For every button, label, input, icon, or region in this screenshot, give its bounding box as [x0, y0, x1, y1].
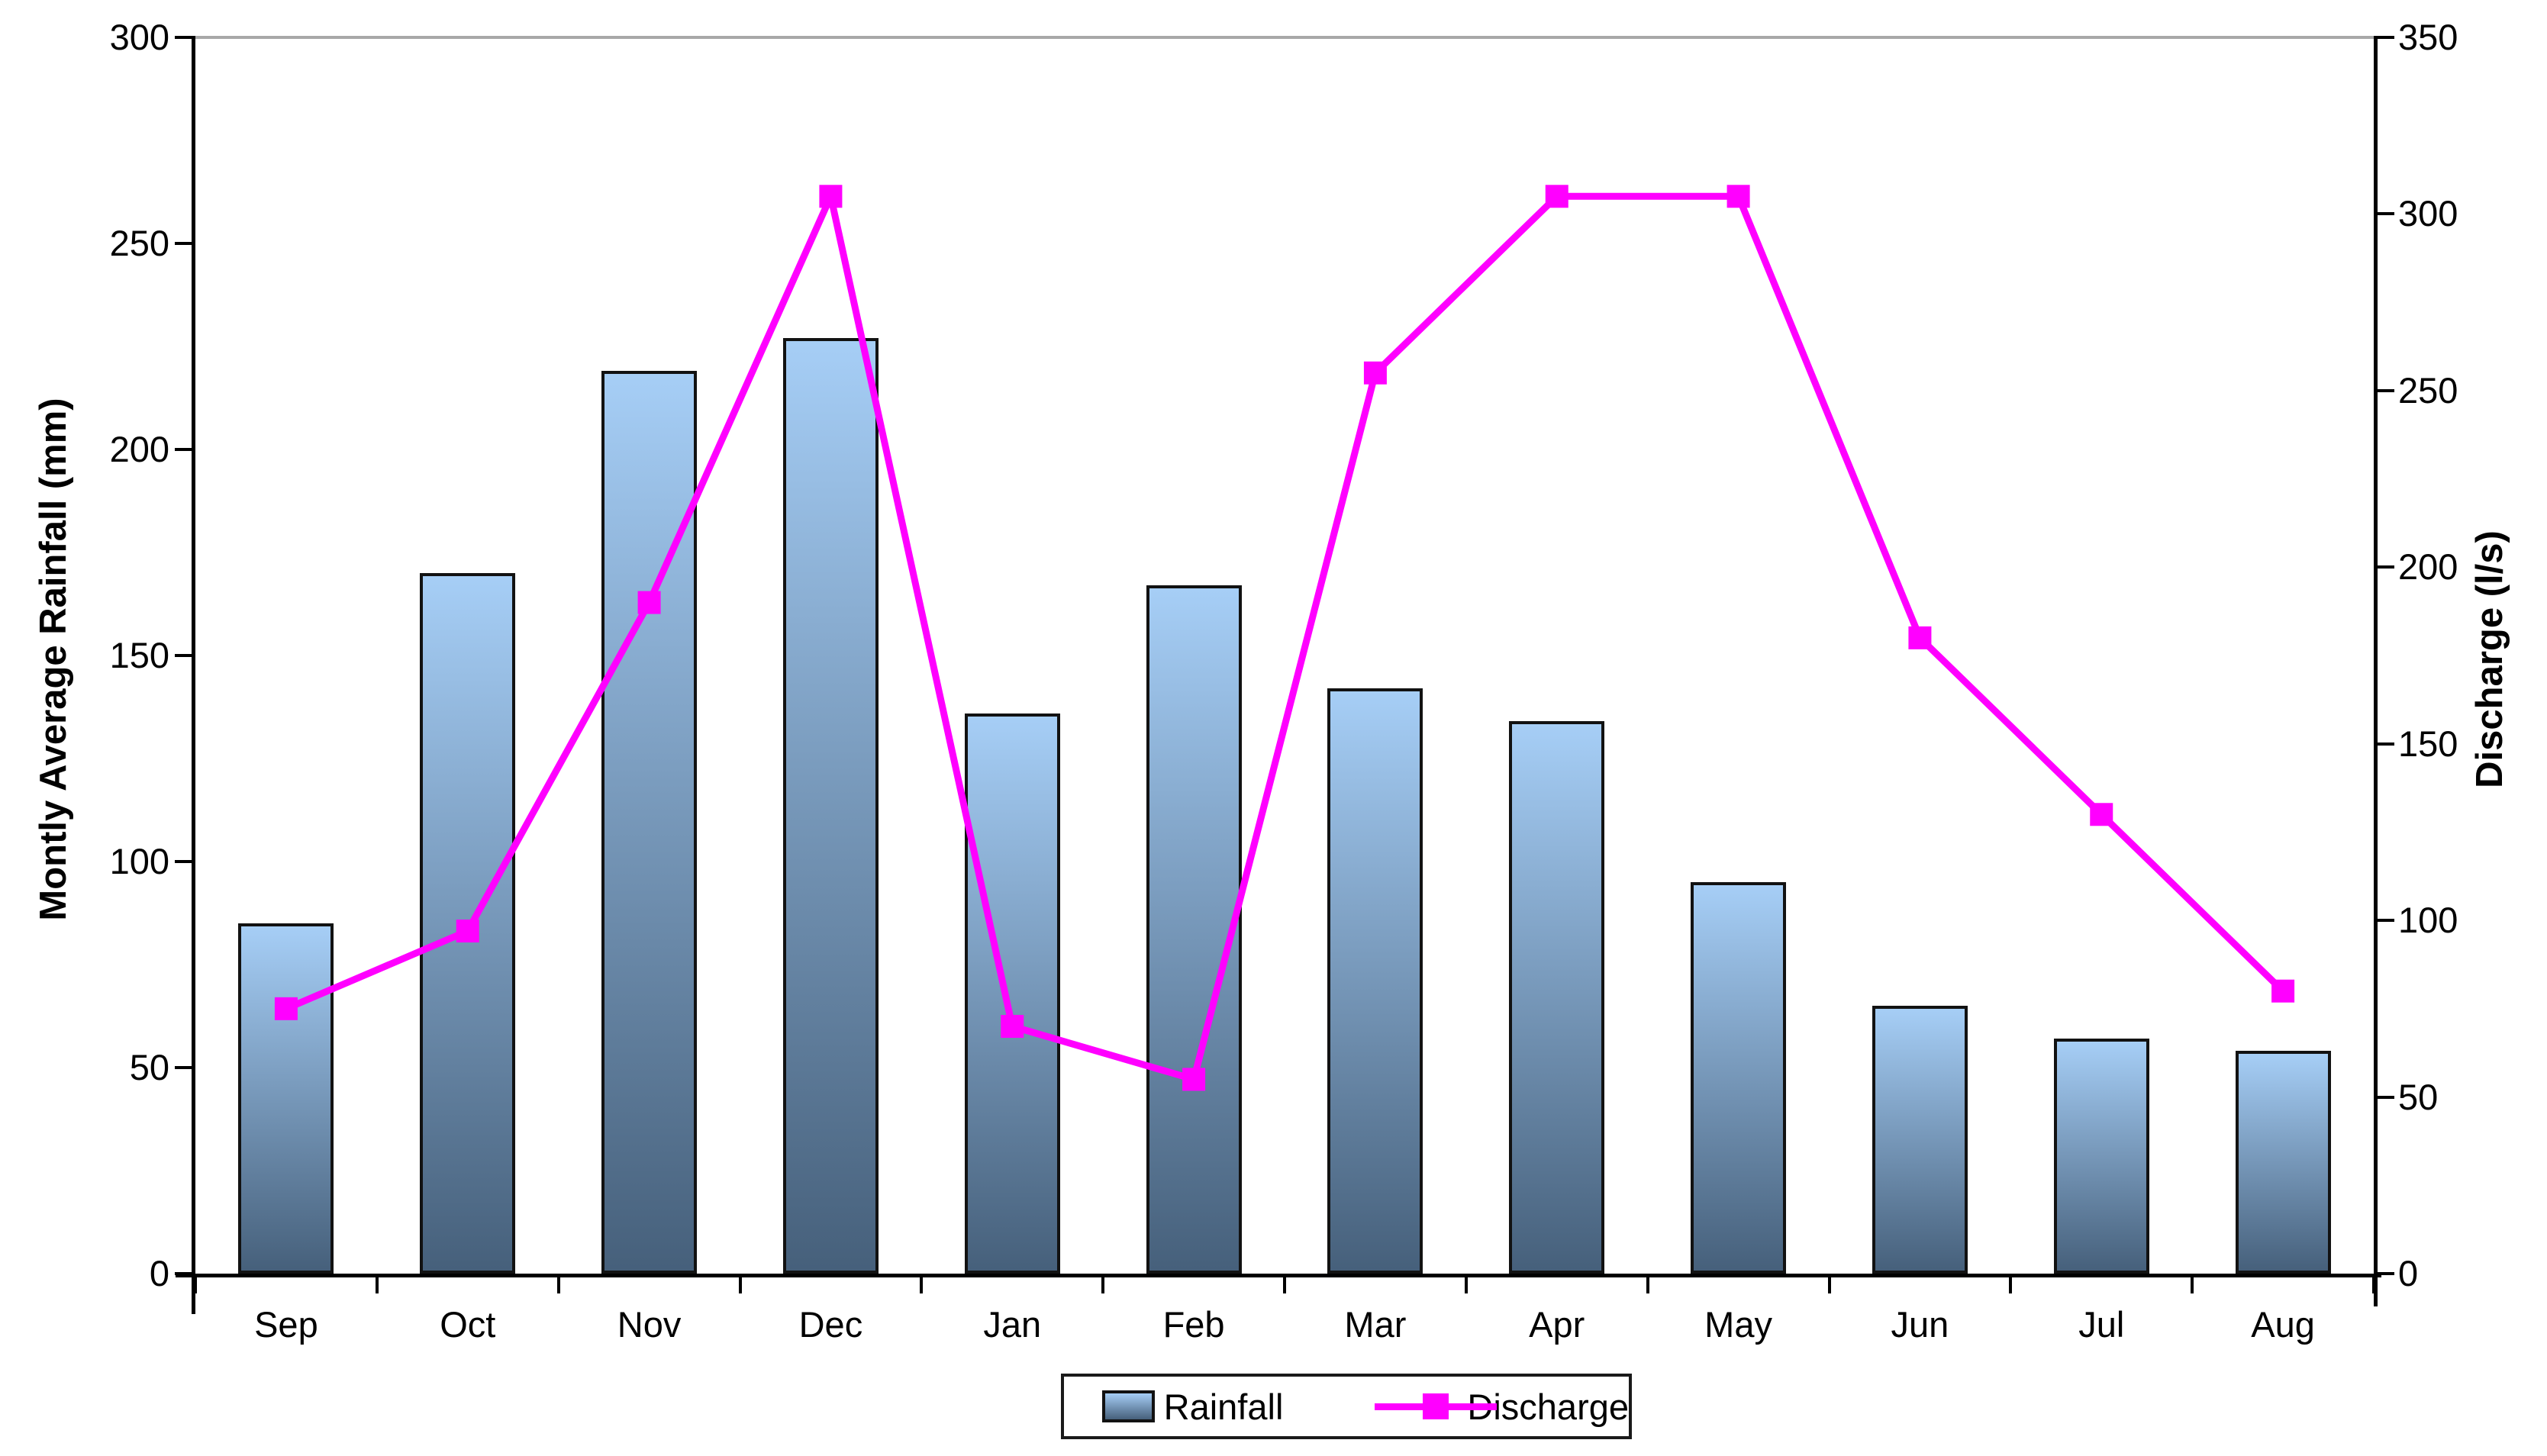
x-axis-label-jan: Jan [983, 1304, 1042, 1345]
x-axis-label-feb: Feb [1162, 1304, 1225, 1345]
right-axis-tick-label: 300 [2398, 193, 2458, 234]
discharge-line [285, 185, 2286, 1084]
x-axis-label-nov: Nov [617, 1304, 682, 1345]
right-axis-tick-label: 150 [2398, 723, 2458, 764]
bar-feb [1146, 585, 1242, 1274]
x-axis-label-aug: Aug [2251, 1304, 2315, 1345]
bar-nov [601, 371, 698, 1274]
discharge-marker-jan [1001, 1015, 1024, 1038]
x-axis-tick [1464, 1274, 1468, 1293]
discharge-marker-feb [1182, 1068, 1206, 1091]
x-axis-tick [2009, 1274, 2013, 1293]
x-axis-tick [920, 1274, 924, 1293]
right-axis-tick [2374, 1095, 2394, 1099]
x-axis-label-dec: Dec [798, 1304, 863, 1345]
x-axis-tick [1283, 1274, 1286, 1293]
discharge-legend-swatch [1375, 1390, 1498, 1422]
bar-dec [782, 338, 879, 1274]
bar-apr [1509, 721, 1605, 1274]
x-axis-line [176, 1274, 2381, 1277]
right-axis-tick [2374, 36, 2394, 39]
x-axis-tick [2372, 1274, 2375, 1293]
discharge-marker-apr [1545, 185, 1569, 208]
right-axis-tick-label: 200 [2398, 546, 2458, 588]
discharge-marker-dec [819, 185, 843, 208]
x-axis-label-may: May [1704, 1304, 1772, 1345]
left-axis-tick-label: 50 [129, 1047, 169, 1087]
x-axis-tick [375, 1274, 379, 1293]
right-axis-tick [2374, 565, 2394, 569]
x-axis-tick [738, 1274, 742, 1293]
left-axis-tick-label: 250 [109, 223, 169, 263]
discharge-marker-sep [274, 997, 298, 1020]
right-axis-tick-label: 350 [2398, 17, 2458, 57]
discharge-marker-mar [1363, 361, 1387, 385]
x-axis-label-jul: Jul [2078, 1304, 2125, 1345]
x-axis-tick [2191, 1274, 2194, 1293]
bar-sep [238, 923, 334, 1274]
bar-jun [1872, 1006, 1968, 1274]
discharge-marker-jul [2090, 803, 2113, 826]
right-axis-tick-label: 0 [2398, 1253, 2419, 1293]
discharge-marker-aug [2271, 979, 2295, 1003]
plot-top-border [195, 36, 2374, 39]
rainfall-legend-label: Rainfall [1163, 1386, 1284, 1427]
right-axis-tick [2374, 1272, 2394, 1275]
left-axis-tick-label: 100 [109, 841, 169, 881]
rainfall-legend-swatch [1102, 1390, 1155, 1422]
bar-jul [2053, 1039, 2149, 1274]
right-y-axis-line [2374, 36, 2378, 1306]
left-axis-tick-label: 200 [109, 429, 169, 469]
bar-aug [2235, 1051, 2331, 1274]
right-axis-tick [2374, 919, 2394, 923]
right-axis-tick [2374, 212, 2394, 216]
x-axis-tick [556, 1274, 560, 1293]
x-axis-tick [1827, 1274, 1831, 1293]
right-axis-tick-label: 250 [2398, 369, 2458, 411]
legend: Rainfall Discharge [1061, 1374, 1632, 1439]
x-axis-tick [1646, 1274, 1649, 1293]
x-axis-label-mar: Mar [1344, 1304, 1407, 1345]
x-axis-label-jun: Jun [1891, 1304, 1949, 1345]
x-axis-label-sep: Sep [254, 1304, 318, 1345]
left-axis-tick [175, 36, 192, 39]
bar-may [1691, 882, 1787, 1274]
left-axis-tick-label: 150 [109, 635, 169, 675]
left-axis-tick [175, 242, 192, 245]
left-axis-tick [175, 1066, 192, 1069]
discharge-marker-jun [1908, 626, 1932, 649]
right-axis-tick [2374, 388, 2394, 392]
left-axis-tick [175, 448, 192, 451]
right-axis-tick-label: 50 [2398, 1076, 2439, 1117]
right-axis-title: Discharge (l/s) [2469, 530, 2510, 788]
right-axis-tick-label: 100 [2398, 900, 2458, 941]
x-axis-tick [194, 1274, 197, 1293]
left-axis-tick [175, 654, 192, 657]
left-axis-tick [175, 860, 192, 863]
left-axis-tick [175, 1272, 192, 1275]
discharge-marker-nov [637, 591, 661, 614]
x-axis-label-apr: Apr [1529, 1304, 1585, 1345]
left-axis-tick-label: 300 [109, 17, 169, 57]
bar-jan [964, 713, 1060, 1274]
discharge-marker-may [1726, 185, 1750, 208]
discharge-marker-oct [456, 920, 479, 943]
x-axis-label-oct: Oct [440, 1304, 496, 1345]
right-axis-tick [2374, 742, 2394, 746]
left-axis-title: Montly Average Rainfall (mm) [33, 398, 74, 921]
bar-mar [1327, 688, 1423, 1274]
discharge-legend-marker [1423, 1393, 1449, 1419]
x-axis-tick [1101, 1274, 1105, 1293]
left-axis-tick-label: 0 [149, 1253, 169, 1293]
left-y-axis-line [192, 36, 195, 1314]
